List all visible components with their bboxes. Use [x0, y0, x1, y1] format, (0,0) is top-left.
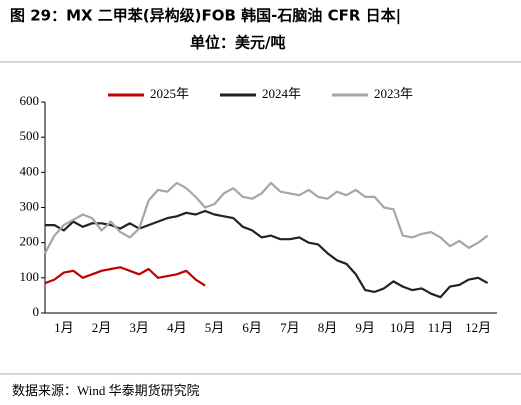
x-tick-label: 12月 — [465, 320, 491, 335]
x-tick-label: 11月 — [428, 320, 454, 335]
x-tick-label: 2月 — [92, 320, 112, 335]
series-line — [45, 209, 489, 299]
y-tick-label: 200 — [20, 234, 40, 249]
legend-label: 2024年 — [262, 86, 301, 101]
source: 数据来源：Wind 华泰期货研究院 — [12, 383, 200, 398]
x-tick-label: 8月 — [318, 320, 338, 335]
x-tick-label: 6月 — [242, 320, 262, 335]
x-tick-label: 1月 — [54, 320, 74, 335]
x-tick-label: 9月 — [355, 320, 375, 335]
x-tick-label: 4月 — [167, 320, 187, 335]
y-tick-label: 300 — [20, 198, 40, 213]
y-tick-label: 600 — [20, 93, 40, 108]
series-line — [44, 181, 489, 254]
x-tick-label: 5月 — [205, 320, 225, 335]
y-tick-label: 100 — [20, 269, 40, 284]
legend-label: 2025年 — [150, 86, 189, 101]
chart-subtitle: 单位：美元/吨 — [190, 34, 285, 52]
y-tick-label: 0 — [33, 304, 40, 319]
series-line — [44, 266, 206, 287]
legend-label: 2023年 — [374, 86, 413, 101]
x-tick-label: 7月 — [280, 320, 300, 335]
x-tick-label: 3月 — [129, 320, 149, 335]
x-tick-label: 10月 — [390, 320, 416, 335]
y-tick-label: 400 — [20, 163, 40, 178]
chart-title: 图 29：MX 二甲苯(异构级)FOB 韩国-石脑油 CFR 日本| — [10, 7, 401, 26]
y-tick-label: 500 — [20, 128, 40, 143]
